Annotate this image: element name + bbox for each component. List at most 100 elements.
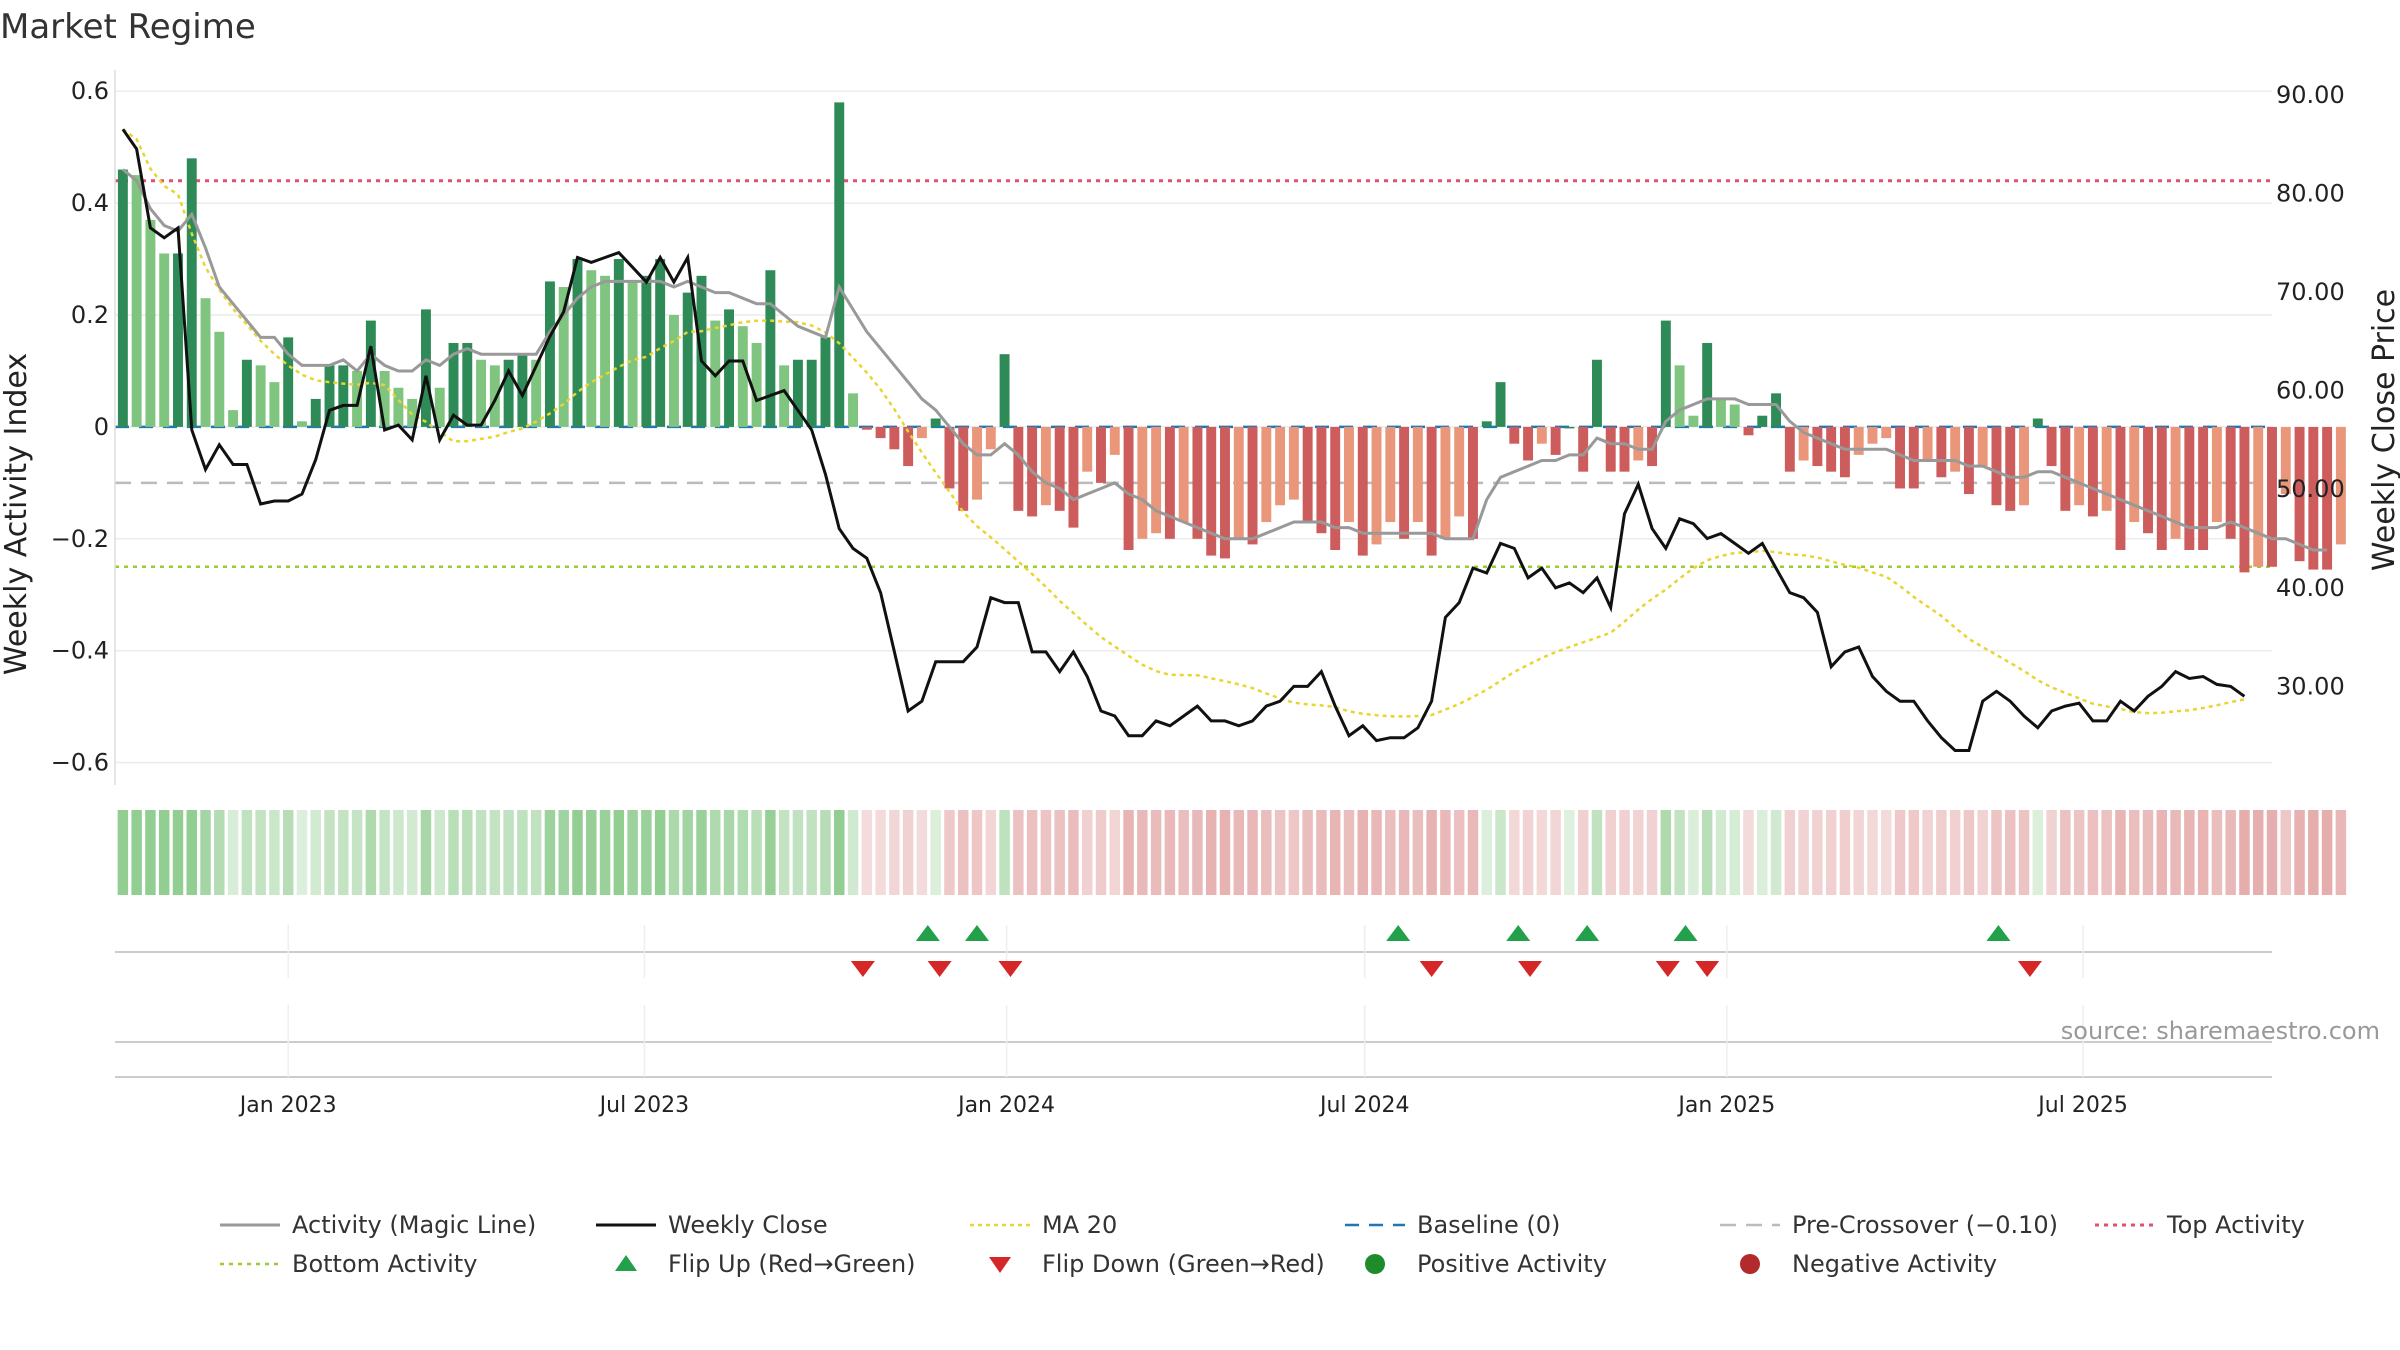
activity-bar <box>2198 426 2209 550</box>
regime-cell <box>1977 810 1988 895</box>
date-tick-label: Jul 2024 <box>1318 1093 1410 1118</box>
regime-cell <box>1233 810 1245 895</box>
left-y-axis: 0.6 0.4 0.2 0 −0.2 −0.4 −0.6 <box>51 70 116 785</box>
activity-bar <box>2046 426 2057 467</box>
regime-cell <box>572 810 583 895</box>
activity-bar <box>972 426 982 500</box>
regime-cell <box>269 810 280 895</box>
regime-cell <box>1329 810 1341 895</box>
activity-bar <box>655 259 666 427</box>
activity-bar <box>1412 426 1423 523</box>
activity-bar <box>1109 426 1120 455</box>
regime-cell <box>1150 810 1162 895</box>
flip-up-marker <box>1575 925 1600 941</box>
activity-bar <box>489 365 500 427</box>
flip-down-marker <box>2017 961 2042 977</box>
activity-bar <box>131 175 142 427</box>
activity-bar <box>1013 426 1024 511</box>
activity-bar <box>2170 426 2181 539</box>
regime-cell <box>2129 810 2140 895</box>
activity-bar <box>1922 426 1933 461</box>
left-tick-label: −0.6 <box>51 749 109 777</box>
regime-cell <box>2294 810 2305 895</box>
regime-cell <box>2280 810 2292 895</box>
activity-bar <box>779 365 790 427</box>
regime-cell <box>820 810 831 895</box>
activity-bar <box>1371 426 1382 545</box>
activity-bar <box>1991 426 2002 506</box>
regime-cell <box>1164 810 1176 895</box>
regime-cell <box>2156 810 2168 895</box>
regime-cell <box>351 810 363 895</box>
activity-bar <box>269 382 280 427</box>
activity-bar <box>820 337 831 427</box>
regime-cell <box>448 810 459 895</box>
activity-bar <box>848 393 858 427</box>
activity-bar <box>1220 426 1230 559</box>
regime-cell <box>1343 810 1355 895</box>
regime-cell <box>1688 810 1699 895</box>
activity-bar <box>875 426 886 439</box>
activity-bar <box>1715 398 1726 427</box>
activity-bar <box>2253 426 2264 567</box>
activity-bar <box>737 326 748 427</box>
regime-cell <box>2266 810 2278 895</box>
right-y-axis: 90.00 80.00 70.00 60.00 50.00 40.00 30.00 <box>2276 81 2345 701</box>
regime-cell <box>1288 810 1300 895</box>
activity-bar <box>1605 426 1616 472</box>
activity-bar <box>1399 426 1410 539</box>
activity-bar <box>503 359 514 427</box>
activity-bar <box>1068 426 1079 528</box>
right-tick-label: 50.00 <box>2276 475 2345 503</box>
legend-swatch <box>989 1257 1011 1273</box>
activity-bar <box>544 281 555 427</box>
regime-cell <box>1205 810 1217 895</box>
activity-bar <box>1950 426 1961 472</box>
right-tick-label: 30.00 <box>2276 672 2345 700</box>
regime-cell <box>1757 810 1768 895</box>
right-tick-label: 40.00 <box>2276 574 2345 602</box>
regime-cell <box>2115 810 2126 895</box>
activity-bar <box>1385 426 1396 523</box>
flip-markers-panel <box>115 925 2272 978</box>
activity-bar <box>2032 418 2043 427</box>
right-tick-label: 90.00 <box>2276 81 2345 109</box>
regime-cell <box>654 810 666 895</box>
activity-bar <box>1454 426 1465 517</box>
regime-cell <box>2046 810 2057 895</box>
activity-bar <box>2335 426 2346 545</box>
activity-bar <box>255 365 266 427</box>
regime-cell <box>2170 810 2181 895</box>
regime-cell <box>2211 810 2223 895</box>
regime-cell <box>1798 810 1809 895</box>
activity-bar <box>1344 426 1354 523</box>
activity-bar <box>1357 426 1368 556</box>
activity-bar <box>1771 393 1782 427</box>
regime-cell <box>1936 810 1947 895</box>
activity-bar <box>1550 426 1561 455</box>
legend-label: Pre-Crossover (−0.10) <box>1792 1211 2058 1239</box>
regime-cell <box>1743 810 1754 895</box>
activity-bar <box>572 259 583 427</box>
regime-cell <box>544 810 556 895</box>
regime-cell <box>2321 810 2333 895</box>
regime-cell <box>641 810 652 895</box>
activity-bar <box>916 426 927 439</box>
regime-cell <box>503 810 514 895</box>
legend-label: Baseline (0) <box>1417 1211 1560 1239</box>
activity-bar <box>173 253 183 427</box>
activity-bar <box>283 337 294 427</box>
regime-cell <box>1839 810 1851 895</box>
regime-cell <box>1495 810 1506 895</box>
legend-label: Flip Down (Green→Red) <box>1042 1250 1325 1278</box>
regime-cell <box>1040 810 1052 895</box>
activity-bar <box>379 370 390 427</box>
activity-bar <box>751 342 762 427</box>
regime-cell <box>1646 810 1658 895</box>
activity-bar <box>682 292 693 427</box>
activity-bar <box>627 281 638 427</box>
regime-cell <box>1577 810 1589 895</box>
activity-bar <box>228 410 239 427</box>
regime-cell <box>517 810 528 895</box>
